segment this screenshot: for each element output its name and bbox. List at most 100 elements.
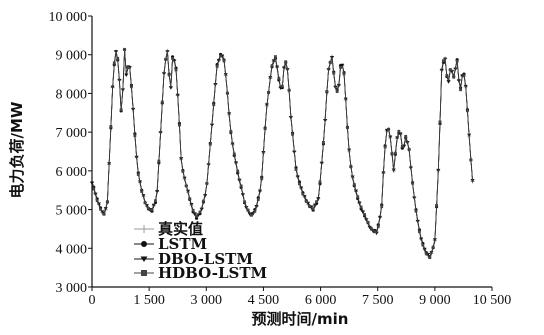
y-tick-label: 6 000 — [56, 165, 88, 180]
series-4-point — [407, 147, 411, 151]
series-4-point — [328, 61, 332, 65]
series-4-point — [181, 170, 185, 173]
y-tick-label: 7 000 — [56, 126, 88, 141]
series-4-point — [184, 184, 188, 188]
series-4-point — [322, 140, 325, 144]
series-4-point — [253, 209, 257, 213]
series-4-point — [229, 130, 233, 133]
series-4-point — [160, 100, 164, 104]
series-4-point — [466, 109, 469, 113]
series-4-point — [304, 200, 308, 203]
series-4-point — [359, 205, 363, 209]
series-4-point — [366, 220, 370, 224]
series-3-point — [360, 210, 365, 214]
series-4-point — [246, 208, 250, 212]
series-4-point — [325, 89, 329, 93]
axes — [88, 15, 493, 291]
series-4-point — [435, 203, 438, 207]
series-4-point — [315, 200, 318, 204]
x-tick-label: 1 500 — [133, 293, 165, 308]
series-3-point — [446, 80, 451, 84]
series-4-point — [250, 213, 253, 217]
y-tick-label: 9 000 — [56, 49, 88, 64]
x-tick-label: 6 000 — [305, 293, 337, 308]
series-4-point — [178, 123, 181, 127]
series-4-point — [287, 88, 291, 92]
series-4-point — [147, 206, 150, 210]
legend-symbol-plus-icon: + — [139, 222, 149, 236]
series-4-point — [421, 243, 425, 247]
series-4-point — [123, 47, 126, 51]
series-4-point — [191, 208, 195, 212]
legend-label-dbo-lstm: DBO-LSTM — [158, 250, 253, 268]
series-4-point — [342, 72, 346, 76]
series-4-point — [150, 208, 154, 212]
legend-item-dbo-lstm: DBO-LSTM — [134, 250, 253, 268]
x-tick-label: 10 500 — [473, 293, 512, 308]
series-4-point — [308, 204, 312, 208]
series-4-point — [222, 59, 226, 63]
legend-symbol-triangle-down-icon — [140, 256, 148, 262]
series-4-point — [239, 184, 243, 188]
series-3-point — [247, 212, 252, 216]
series-3-point — [199, 207, 204, 212]
legend-symbol-square-icon — [141, 270, 147, 276]
series-4-point — [260, 177, 264, 181]
series-4-point — [400, 144, 404, 148]
legend: + 真实值 LSTM DBO-LSTM HDBO-LSTM — [134, 220, 267, 282]
series-4-point — [438, 120, 442, 124]
x-tick-label: 3 000 — [191, 293, 223, 308]
series-line-3 — [91, 50, 473, 258]
series-4-point — [205, 181, 209, 185]
legend-item-hdbo-lstm: HDBO-LSTM — [134, 264, 267, 282]
series-4-point — [95, 199, 99, 203]
series-4-point — [424, 252, 428, 256]
series-4-point — [219, 54, 222, 58]
series-4-point — [215, 65, 219, 68]
series-4-point — [267, 90, 270, 94]
legend-item-lstm: LSTM — [134, 235, 207, 253]
legend-label-lstm: LSTM — [158, 235, 207, 253]
series-4-point — [363, 213, 366, 216]
series-line-1 — [91, 49, 473, 259]
series-4-point — [256, 198, 260, 201]
series-4-point — [298, 182, 301, 186]
series-4-point — [112, 61, 116, 65]
series-4-point — [428, 256, 432, 260]
x-tick-label: 9 000 — [419, 293, 451, 308]
series-4-point — [339, 66, 342, 69]
series-4-point — [212, 103, 216, 107]
series-4-point — [376, 225, 380, 229]
legend-label-true-value: 真实值 — [158, 220, 203, 238]
series-4-point — [133, 134, 137, 138]
series-4-point — [301, 192, 305, 196]
series-4-point — [311, 207, 315, 211]
x-tick-label: 0 — [89, 293, 96, 308]
series-4-point — [414, 209, 418, 213]
series-4-point — [418, 230, 421, 234]
series-4-point — [346, 126, 349, 130]
series-4-point — [284, 60, 288, 64]
series-4-point — [232, 152, 236, 156]
series-3-point — [168, 86, 173, 90]
legend-symbol-circle-icon — [141, 241, 147, 247]
series-4-point — [380, 205, 384, 209]
series-4-point — [130, 85, 133, 89]
y-tick-label: 10 000 — [49, 10, 88, 25]
series-4-point — [318, 180, 322, 184]
series-4-point — [452, 75, 456, 79]
series-4-point — [448, 68, 452, 72]
series-4-point — [236, 169, 240, 173]
series-4-point — [243, 200, 246, 204]
series-4-point — [140, 190, 144, 193]
series-4-point — [188, 197, 192, 200]
series-4-point — [174, 68, 178, 72]
x-tick-label: 4 500 — [248, 293, 280, 308]
series-3-point — [340, 63, 345, 68]
y-tick-label: 8 000 — [56, 87, 88, 102]
series-3-point — [244, 206, 249, 210]
series-4-point — [349, 164, 353, 168]
series-4-point — [411, 181, 414, 185]
series-4-point — [126, 66, 130, 69]
series-4-point — [335, 90, 339, 94]
